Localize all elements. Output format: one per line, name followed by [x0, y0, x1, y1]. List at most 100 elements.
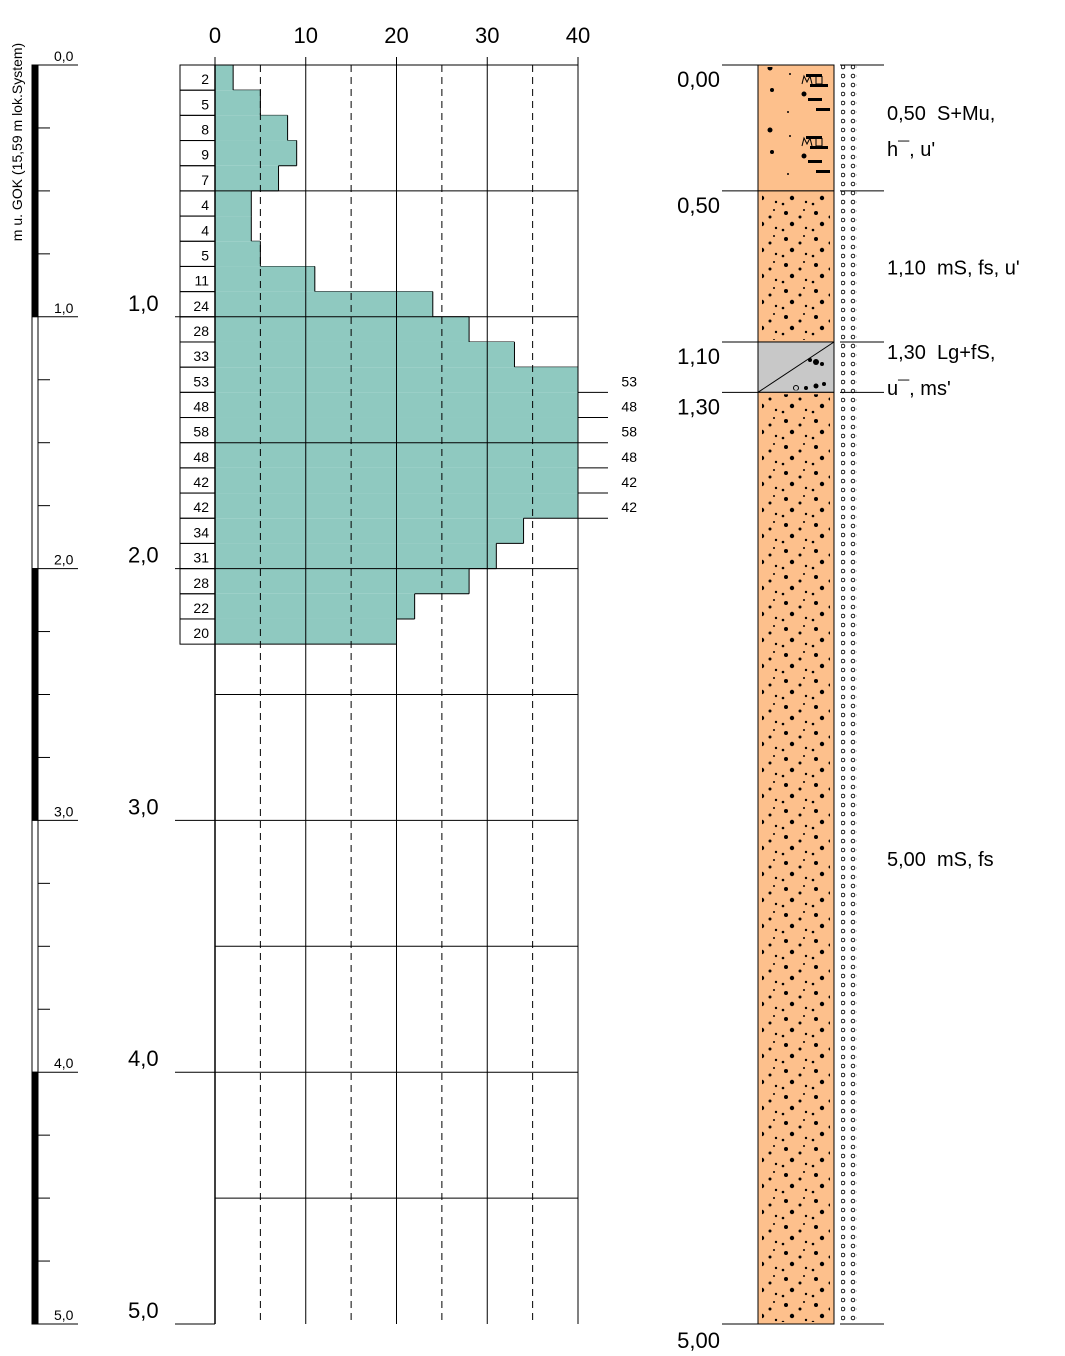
- bar: [215, 518, 524, 544]
- plot-bars: [215, 65, 578, 645]
- bar: [215, 543, 497, 569]
- count-box: [179, 89, 216, 116]
- bar: [215, 65, 234, 91]
- count-label: 28: [193, 323, 209, 339]
- count-label: 48: [193, 399, 209, 415]
- depth-label: 5,00: [677, 1328, 720, 1353]
- y-tick-label: 5,0: [128, 1298, 159, 1323]
- count-label: 28: [193, 575, 209, 591]
- scale-tick-label: 3,0: [54, 803, 74, 819]
- y-tick-label: 4,0: [128, 1046, 159, 1071]
- bar: [215, 467, 578, 494]
- bar: [215, 392, 578, 418]
- count-box: [179, 190, 216, 217]
- count-box: [179, 64, 216, 91]
- bar: [215, 115, 288, 141]
- count-label: 53: [193, 373, 209, 389]
- bar: [215, 165, 279, 191]
- bar: [215, 90, 261, 116]
- scale-tick-label: 4,0: [54, 1055, 74, 1071]
- count-box: [179, 140, 216, 167]
- count-label: 42: [193, 499, 209, 515]
- overflow-label: 42: [621, 499, 637, 515]
- bar: [215, 291, 433, 317]
- scale-segment: [31, 316, 39, 570]
- layer-pattern: [762, 67, 830, 189]
- x-tick-label: 20: [384, 23, 408, 48]
- bar: [215, 341, 515, 368]
- x-tick-label: 40: [566, 23, 590, 48]
- overflow-label: 53: [621, 373, 637, 389]
- count-box: [179, 240, 216, 267]
- bar: [215, 241, 261, 267]
- layer-detail: h¯, u': [887, 139, 935, 161]
- bar: [215, 568, 470, 594]
- count-box: [179, 114, 216, 142]
- bar: [215, 140, 297, 166]
- bar: [215, 190, 252, 217]
- count-label: 8: [201, 122, 209, 138]
- count-label: 42: [193, 474, 209, 490]
- layer-depth: 5,00: [887, 849, 926, 871]
- scale-segment: [31, 1071, 39, 1325]
- bar: [215, 442, 578, 468]
- count-label: 5: [201, 96, 209, 112]
- x-tick-label: 0: [209, 23, 221, 48]
- moisture-column: [841, 65, 857, 1324]
- layer-detail: u¯, ms': [887, 378, 951, 400]
- count-label: 4: [201, 197, 209, 213]
- overflow-label: 48: [621, 449, 637, 465]
- scale-segment: [31, 819, 39, 1073]
- layer-name: mS, fs, u': [937, 257, 1020, 279]
- scale-tick-label: 2,0: [54, 552, 74, 568]
- scale-segment: [31, 64, 39, 318]
- layer-depth: 1,30: [887, 342, 926, 364]
- count-box: [179, 215, 216, 242]
- layer-name: S+Mu,: [937, 103, 995, 125]
- overflow-label: 58: [621, 424, 637, 440]
- count-label: 9: [201, 147, 209, 163]
- depth-label: 0,00: [677, 67, 720, 92]
- x-tick-label: 30: [475, 23, 499, 48]
- bar: [215, 216, 252, 242]
- layer-hatch: [757, 341, 835, 393]
- count-label: 7: [201, 172, 209, 188]
- scale-tick-label: 5,0: [54, 1307, 74, 1323]
- count-label: 5: [201, 247, 209, 263]
- y-tick-label: 3,0: [128, 794, 159, 819]
- layer-depth: 0,50: [887, 103, 926, 125]
- bar: [215, 493, 578, 519]
- count-label: 4: [201, 222, 209, 238]
- count-label: 48: [193, 449, 209, 465]
- overflow-label: 42: [621, 474, 637, 490]
- count-label: 11: [194, 273, 209, 289]
- bar: [215, 266, 315, 292]
- layer-name: Lg+fS,: [937, 342, 995, 364]
- count-label: 22: [193, 600, 209, 616]
- count-box: [179, 165, 216, 192]
- scale-tick-label: 0,0: [54, 48, 74, 64]
- layer-pattern: [762, 192, 830, 340]
- count-label: 58: [193, 424, 209, 440]
- bar: [215, 417, 578, 443]
- count-label: 24: [193, 298, 209, 314]
- scale-segment: [31, 568, 39, 821]
- y-tick-label: 1,0: [128, 291, 159, 316]
- x-tick-label: 10: [294, 23, 318, 48]
- layer-name: mS, fs: [937, 849, 994, 871]
- count-label: 31: [193, 550, 209, 566]
- layer-pattern: [762, 394, 830, 1323]
- depth-label: 1,10: [677, 344, 720, 369]
- depth-label: 1,30: [677, 394, 720, 419]
- layer-depth: 1,10: [887, 257, 926, 279]
- count-label: 2: [201, 71, 209, 87]
- scale-tick-label: 1,0: [54, 300, 74, 316]
- depth-label: 0,50: [677, 193, 720, 218]
- y-tick-label: 2,0: [128, 543, 159, 568]
- count-label: 34: [193, 524, 209, 540]
- count-label: 20: [193, 625, 209, 641]
- bar: [215, 316, 470, 342]
- scale-title: m u. GOK (15,59 m lok.System): [9, 43, 25, 241]
- count-label: 33: [193, 348, 209, 364]
